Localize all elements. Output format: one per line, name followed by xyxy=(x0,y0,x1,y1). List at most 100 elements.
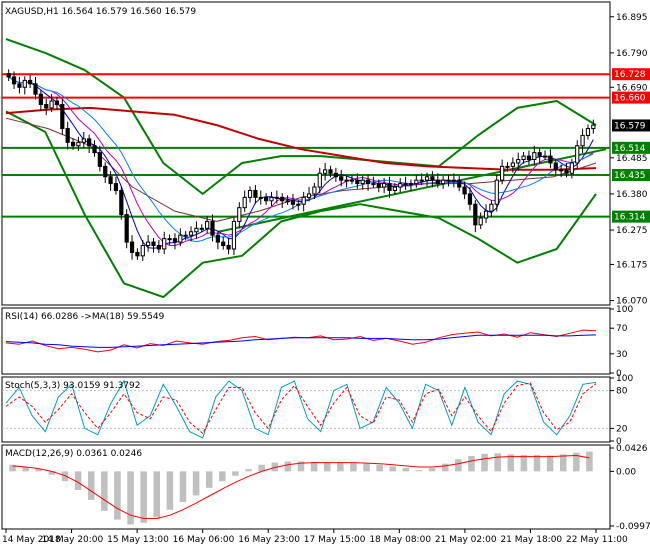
candle-body xyxy=(210,220,215,236)
candle-body xyxy=(505,165,510,168)
candle-body xyxy=(231,220,237,250)
candle-body xyxy=(226,245,231,250)
candle-body xyxy=(247,189,253,198)
x-tick-label: 21 May 18:00 xyxy=(500,535,562,545)
candle-body xyxy=(526,155,532,161)
candle-body xyxy=(323,169,328,174)
ma-fast-a-line xyxy=(8,76,594,249)
x-tick-label: 22 May 11:00 xyxy=(566,535,628,545)
candle-body xyxy=(462,186,467,195)
candle-body xyxy=(194,227,199,233)
candle-body xyxy=(591,124,596,130)
main-panel-title: XAGUSD,H1 16.564 16.579 16.560 16.579 xyxy=(5,7,196,17)
candle-body xyxy=(403,183,408,186)
candle-body xyxy=(478,217,483,226)
candle-body xyxy=(494,179,499,205)
candle-body xyxy=(65,128,70,143)
rsi-panel-frame xyxy=(1,307,611,375)
candle-body xyxy=(339,176,344,181)
current-price-label: 16.579 xyxy=(614,121,646,131)
candle-body xyxy=(178,234,183,243)
macd-signal-line xyxy=(12,454,590,519)
candle-body xyxy=(564,169,569,174)
candle-body xyxy=(280,196,285,202)
candle-body xyxy=(28,79,33,85)
candle-body xyxy=(146,241,151,247)
candle-body xyxy=(44,103,49,109)
main-y-tick-label: 16.485 xyxy=(616,154,648,164)
candle-body xyxy=(221,241,226,247)
candle-body xyxy=(441,179,446,185)
candle-body xyxy=(70,141,76,147)
main-y-tick-label: 16.275 xyxy=(616,226,648,236)
candle-body xyxy=(371,183,376,186)
candle-body xyxy=(162,238,167,250)
candle-body xyxy=(580,134,585,147)
rsi-series-1 xyxy=(5,334,597,348)
candle-body xyxy=(183,234,188,237)
candle-body xyxy=(457,179,462,188)
candle-body xyxy=(6,73,11,78)
candle-body xyxy=(500,165,505,181)
candle-body xyxy=(11,76,17,85)
candle-body xyxy=(108,176,113,185)
candle-body xyxy=(253,189,258,198)
stoch-panel-title: Stoch(5,3,3) 93.0159 91.3792 xyxy=(5,381,140,391)
main-y-tick-label: 16.070 xyxy=(616,297,648,307)
rsi-y-tick-label: 0 xyxy=(616,369,622,379)
candle-body xyxy=(151,241,156,247)
candle-body xyxy=(54,100,60,105)
level-price-label: 16.435 xyxy=(614,171,646,181)
stoch-y-tick-label: 20 xyxy=(616,424,628,434)
candle-body xyxy=(167,238,172,241)
candle-body xyxy=(414,179,419,185)
x-tick-label: 15 May 13:00 xyxy=(107,535,169,545)
x-tick-label: 16 May 06:00 xyxy=(173,535,235,545)
x-tick-label: 14 May 2018 xyxy=(2,535,61,545)
support-trendline xyxy=(218,148,607,233)
candle-body xyxy=(274,196,279,199)
ma-slow-line xyxy=(5,106,597,171)
candle-body xyxy=(585,128,591,136)
level-price-label: 16.314 xyxy=(614,213,646,223)
candle-body xyxy=(129,241,135,253)
stoch-panel-frame xyxy=(1,376,611,443)
level-price-box xyxy=(612,210,650,223)
candle-body xyxy=(312,186,317,195)
candle-body xyxy=(140,245,145,257)
candle-body xyxy=(548,155,553,164)
stoch-y-tick-label: 100 xyxy=(616,374,633,384)
main-y-tick-label: 16.895 xyxy=(616,13,648,23)
candle-body xyxy=(575,145,580,164)
candle-body xyxy=(242,196,247,209)
candle-body xyxy=(435,179,440,185)
x-tick-label: 18 May 08:00 xyxy=(369,535,431,545)
level-price-box xyxy=(612,68,650,81)
level-price-box xyxy=(612,91,650,104)
candle-body xyxy=(205,220,210,229)
candle-body xyxy=(510,162,515,167)
macd-y-tick-label: 0.00 xyxy=(616,467,636,477)
candle-body xyxy=(398,183,403,188)
candle-body xyxy=(264,196,269,202)
stoch-plot xyxy=(2,379,610,439)
candle-body xyxy=(87,138,92,147)
macd-y-tick-label: 0.0426 xyxy=(616,444,648,454)
bollinger-upper-band xyxy=(5,38,597,195)
candle-body xyxy=(451,179,456,182)
candle-body xyxy=(38,93,43,105)
candle-body xyxy=(306,193,312,198)
candle-body xyxy=(537,152,542,157)
rsi-panel-title: RSI(14) 66.0286 ->MA(18) 59.5549 xyxy=(5,312,165,322)
candle-body xyxy=(76,141,81,147)
candle-body xyxy=(355,179,360,185)
candle-body xyxy=(382,183,387,188)
candle-body xyxy=(296,203,301,206)
macd-plot xyxy=(9,451,593,525)
main-price-plot xyxy=(2,38,610,299)
candle-body xyxy=(290,200,296,205)
candle-body xyxy=(60,103,65,130)
candle-body xyxy=(215,234,220,243)
candle-body xyxy=(103,165,108,178)
